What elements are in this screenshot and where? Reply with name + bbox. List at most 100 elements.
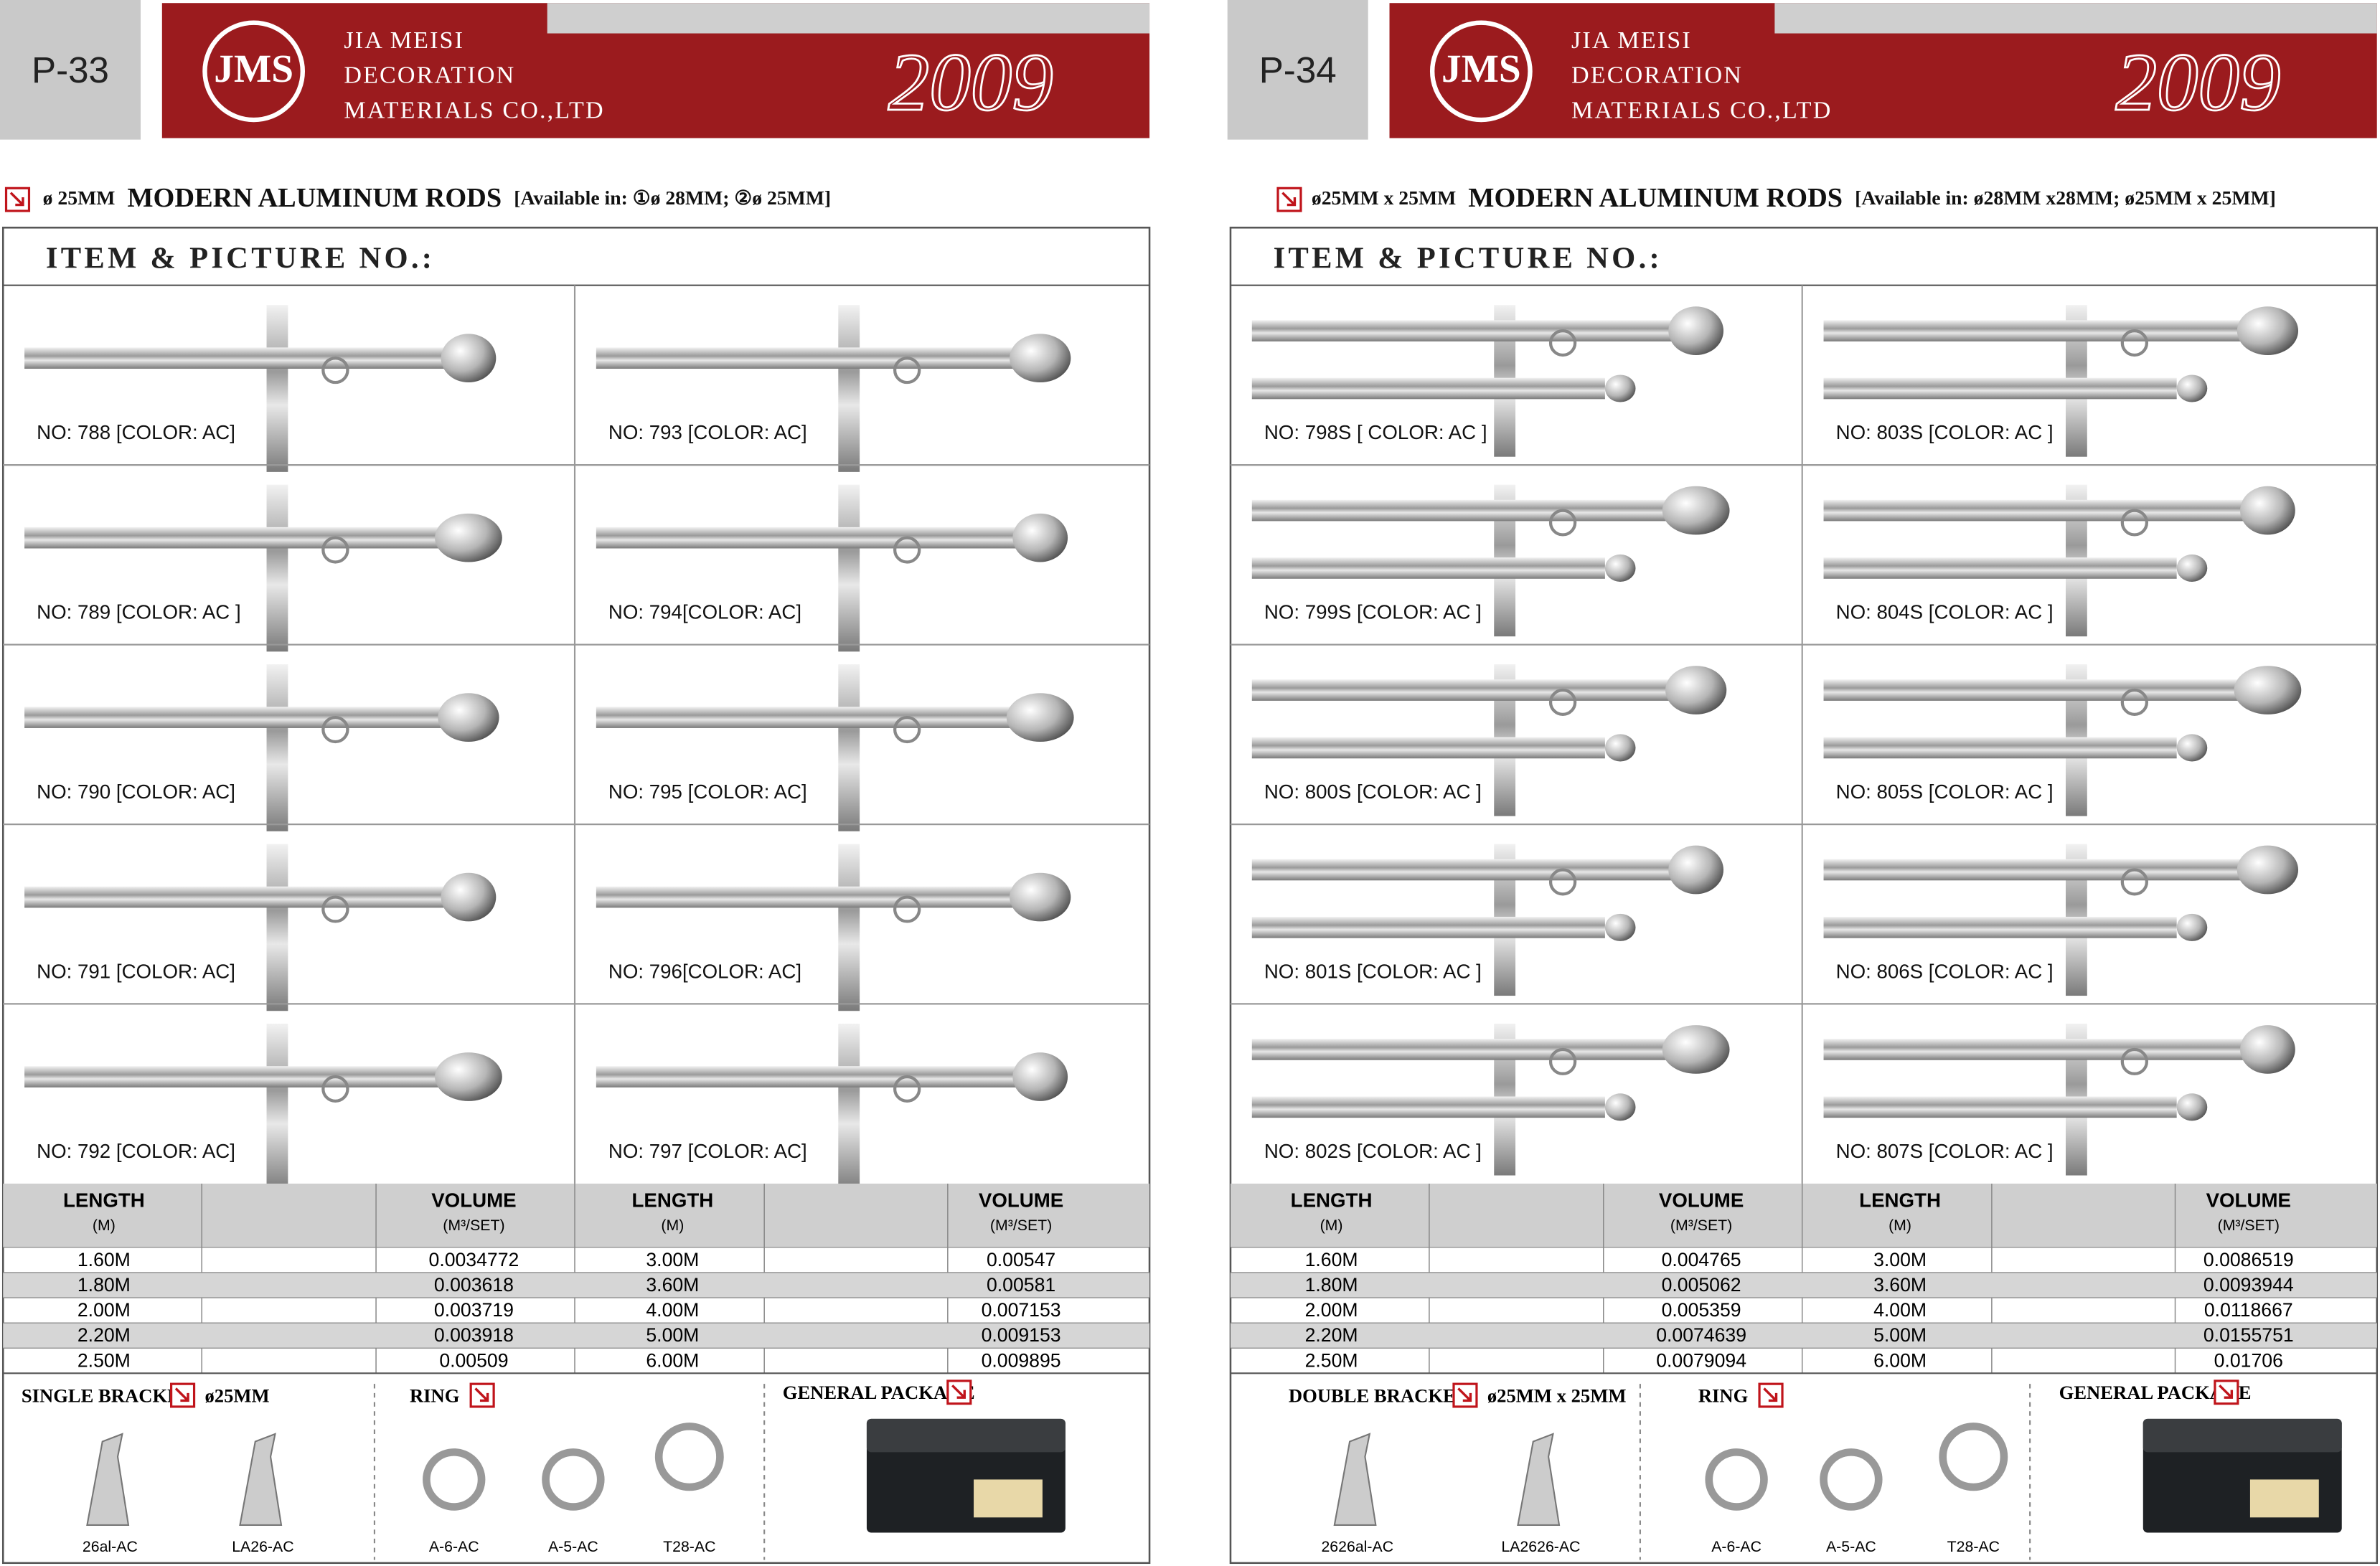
ring xyxy=(2120,329,2149,357)
finial xyxy=(2176,734,2208,762)
part-label: 26al-AC xyxy=(83,1539,138,1555)
item-label: NO: 799S [COLOR: AC ] xyxy=(1264,601,1482,623)
arrow-icon-glyph xyxy=(1457,1387,1472,1402)
ring xyxy=(1548,688,1577,717)
finial xyxy=(1665,666,1727,714)
rod xyxy=(1251,499,1681,522)
bracket xyxy=(838,844,860,1011)
rod xyxy=(596,1066,1025,1088)
part-label: LA26-AC xyxy=(232,1539,293,1555)
heading-size: ø 25MM xyxy=(43,187,116,209)
table-cell: 0.007153 xyxy=(982,1299,1061,1321)
ring xyxy=(893,895,921,923)
finial xyxy=(1010,334,1071,383)
package-lid xyxy=(2143,1418,2342,1453)
company-name: MATERIALS CO.,LTD xyxy=(1571,97,1832,123)
section-title: ITEM & PICTURE NO.: xyxy=(46,242,435,275)
finial xyxy=(435,513,502,562)
rod xyxy=(1251,320,1681,341)
frame xyxy=(1,227,1151,1565)
finial xyxy=(2236,306,2299,355)
bracket-image xyxy=(1517,1433,1561,1526)
item-label: NO: 789 [COLOR: AC ] xyxy=(37,601,241,623)
company-name: JIA MEISI xyxy=(344,27,464,54)
page-number: P-34 xyxy=(1259,49,1337,90)
rod xyxy=(1251,737,1605,759)
arrow-icon-glyph xyxy=(174,1387,189,1402)
table-cell: 2.50M xyxy=(1305,1349,1358,1371)
ring-image xyxy=(1939,1423,2008,1491)
bracket-size: ø25MM xyxy=(204,1385,269,1406)
arrow-icon-glyph xyxy=(1281,192,1297,207)
arrow-icon-glyph xyxy=(9,192,24,207)
table-cell: 0.00547 xyxy=(987,1249,1055,1270)
table-cell: 4.00M xyxy=(646,1299,699,1321)
banner-strip xyxy=(1774,3,2377,34)
table-row-band xyxy=(3,1272,1150,1298)
item-label: NO: 791 [COLOR: AC] xyxy=(37,961,235,983)
table-header: LENGTH xyxy=(1859,1189,1941,1212)
page-number: P-33 xyxy=(32,49,109,90)
ring xyxy=(893,1075,921,1103)
ring xyxy=(2120,868,2149,896)
table-header: VOLUME xyxy=(1659,1189,1744,1212)
rod xyxy=(1823,737,2177,759)
ring xyxy=(321,1075,349,1103)
table-cell: 2.50M xyxy=(77,1349,131,1371)
rod xyxy=(24,886,453,908)
finial xyxy=(1668,845,1724,895)
arrow-icon-glyph xyxy=(951,1385,966,1399)
finial xyxy=(1662,1025,1730,1074)
item-label: NO: 790 [COLOR: AC] xyxy=(37,780,235,803)
package-lid xyxy=(866,1418,1066,1453)
ring xyxy=(1548,868,1577,896)
item-label: NO: 803S [COLOR: AC ] xyxy=(1836,421,2054,443)
rod xyxy=(596,707,1025,728)
finial xyxy=(1006,693,1074,742)
part-label: A-6-AC xyxy=(1711,1539,1762,1555)
ring xyxy=(893,716,921,744)
finial xyxy=(1668,306,1724,355)
rod xyxy=(24,527,453,549)
ring xyxy=(1548,329,1577,357)
page-number-box xyxy=(1227,0,1368,140)
logo-ring xyxy=(1429,20,1533,123)
table-header-unit: (M³/SET) xyxy=(2218,1217,2280,1234)
year: 2009 xyxy=(2115,37,2280,128)
rod xyxy=(1823,679,2253,701)
rod xyxy=(1823,1039,2253,1060)
table-cell: 0.0155751 xyxy=(2203,1324,2294,1346)
finial xyxy=(2236,845,2299,895)
table-cell: 3.00M xyxy=(1873,1249,1927,1270)
ring xyxy=(1548,1047,1577,1075)
ring xyxy=(2120,688,2149,717)
finial xyxy=(435,1052,502,1101)
table-cell: 2.00M xyxy=(1305,1299,1358,1321)
table-cell: 0.009153 xyxy=(982,1324,1061,1346)
rod xyxy=(1251,1096,1605,1118)
arrow-icon xyxy=(1276,187,1302,212)
rod xyxy=(1823,377,2177,400)
finial xyxy=(2240,486,2295,535)
table-header-unit: (M³/SET) xyxy=(990,1217,1052,1234)
company-name: DECORATION xyxy=(344,62,515,89)
ring-image xyxy=(542,1448,605,1511)
package-title: GENERAL PACKAGE xyxy=(783,1382,975,1403)
bracket-title: DOUBLE BRACKET xyxy=(1289,1385,1469,1406)
finial xyxy=(1012,513,1068,562)
item-label: NO: 798S [ COLOR: AC ] xyxy=(1264,421,1487,443)
year: 2009 xyxy=(888,37,1053,128)
table-cell: 4.00M xyxy=(1873,1299,1927,1321)
part-label: 2626al-AC xyxy=(1321,1539,1393,1555)
bracket xyxy=(838,484,860,652)
finial xyxy=(2240,1025,2295,1074)
bracket xyxy=(266,1023,288,1191)
table-cell: 6.00M xyxy=(646,1349,699,1371)
table-cell: 0.0118667 xyxy=(2204,1299,2293,1321)
ring-title: RING xyxy=(410,1385,459,1406)
finial xyxy=(1604,734,1636,762)
item-label: NO: 794[COLOR: AC] xyxy=(608,601,801,623)
table-header: VOLUME xyxy=(979,1189,1063,1212)
item-label: NO: 788 [COLOR: AC] xyxy=(37,421,235,443)
table-cell: 3.60M xyxy=(1873,1274,1927,1296)
